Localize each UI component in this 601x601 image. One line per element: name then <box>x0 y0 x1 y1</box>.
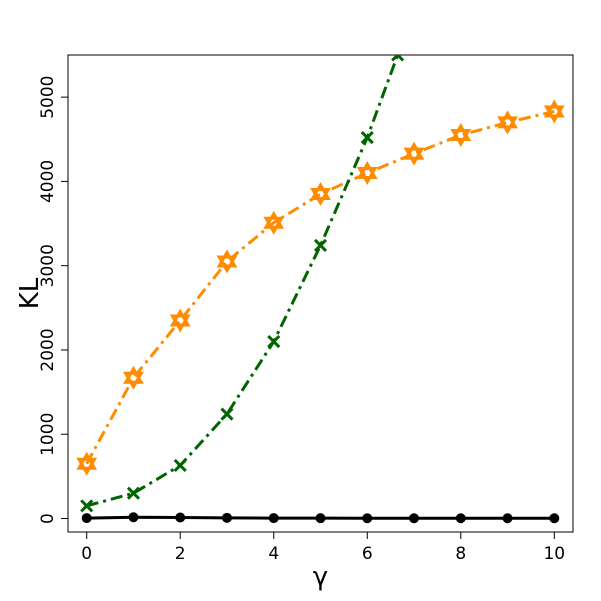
x-tick-label: 10 <box>543 544 565 564</box>
x-tick-label: 2 <box>175 544 186 564</box>
data-point <box>409 513 420 524</box>
series-1 <box>80 55 405 513</box>
data-point <box>263 210 285 235</box>
x-axis-label: γ <box>313 562 328 592</box>
data-point <box>81 513 92 524</box>
data-point <box>502 513 513 524</box>
y-axis-label: KL <box>15 277 45 309</box>
data-point <box>80 499 94 513</box>
x-tick-label: 4 <box>268 544 279 564</box>
data-point <box>221 512 232 523</box>
data-point <box>169 308 191 333</box>
data-point <box>455 513 466 524</box>
data-point <box>220 407 234 421</box>
series-2 <box>81 512 560 524</box>
data-point <box>123 365 144 390</box>
data-point <box>126 486 141 500</box>
data-point <box>313 238 328 253</box>
x-tick-label: 0 <box>81 544 92 564</box>
data-point <box>267 334 281 349</box>
data-point <box>128 512 139 523</box>
y-tick-label: 4000 <box>38 160 58 203</box>
data-point <box>216 249 238 274</box>
data-point <box>268 513 279 524</box>
y-tick-label: 5000 <box>38 76 58 119</box>
data-point <box>362 513 373 524</box>
data-point <box>497 110 518 135</box>
data-point <box>76 451 98 476</box>
data-point <box>310 182 331 207</box>
series-layer <box>76 55 565 524</box>
series-line <box>85 109 555 465</box>
y-axis: 0 1000 2000 3000 4000 5000 <box>38 76 69 524</box>
y-tick-label: 0 <box>38 513 58 524</box>
series-0 <box>76 99 565 476</box>
data-point <box>175 512 186 523</box>
data-point <box>360 131 374 145</box>
y-tick-label: 3000 <box>38 244 58 287</box>
data-point <box>549 513 560 524</box>
data-point <box>543 99 565 124</box>
data-point <box>356 160 378 185</box>
x-tick-label: 8 <box>455 544 466 564</box>
data-point <box>315 513 326 524</box>
data-point <box>403 141 425 166</box>
data-point <box>391 55 405 62</box>
data-point <box>450 123 472 148</box>
y-tick-label: 2000 <box>38 328 58 371</box>
x-tick-label: 6 <box>362 544 373 564</box>
y-tick-label: 1000 <box>38 413 58 456</box>
series-line <box>86 55 400 508</box>
x-axis: 0 2 4 6 8 10 <box>81 531 565 564</box>
data-point <box>173 458 187 472</box>
